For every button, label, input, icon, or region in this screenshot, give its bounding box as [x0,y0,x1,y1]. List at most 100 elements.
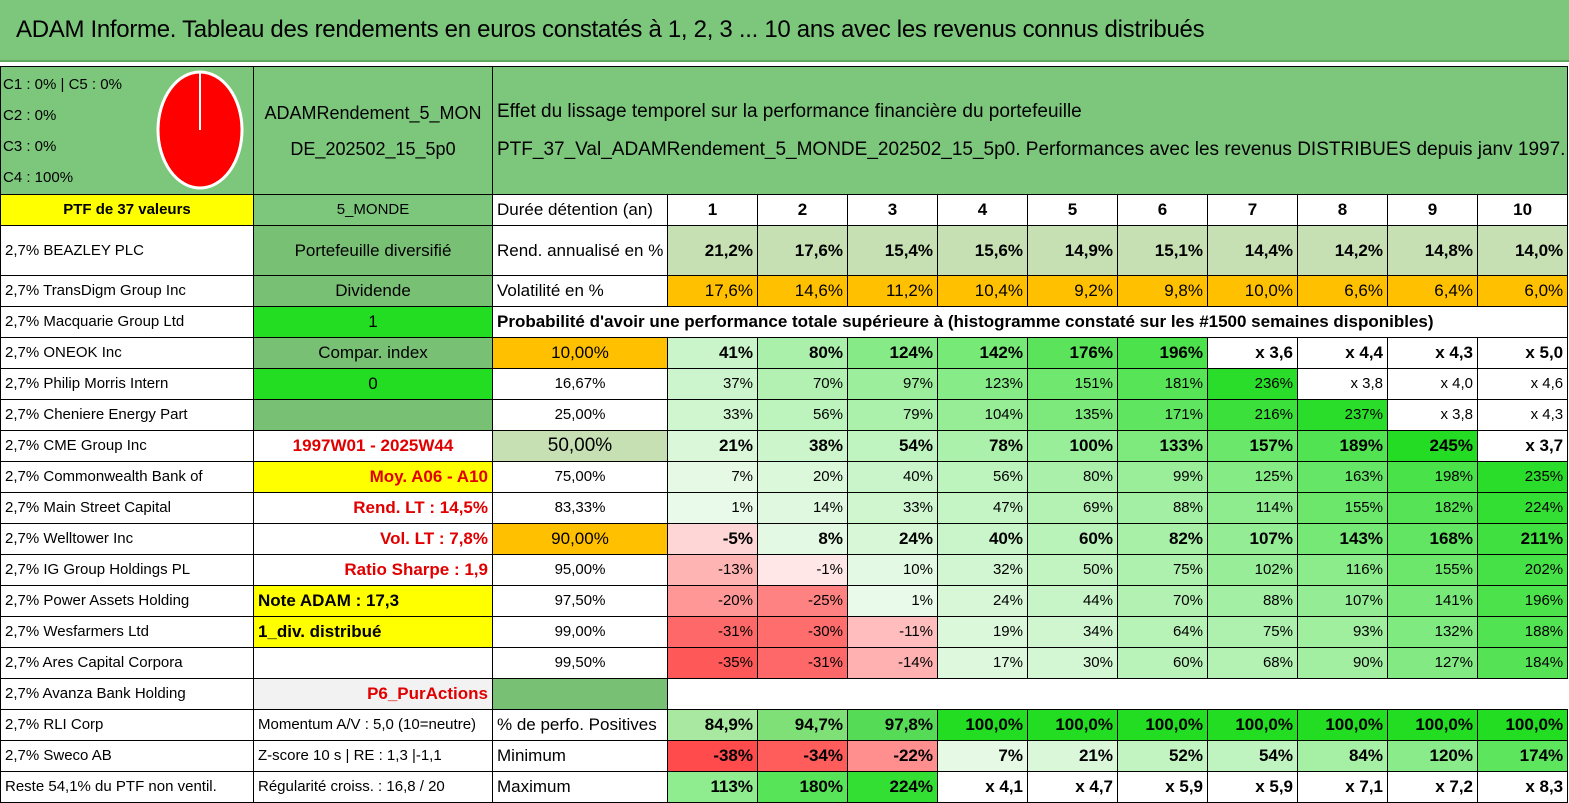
prob-value: 107% [1297,585,1388,617]
rend-label: Rend. annualisé en % [492,225,668,276]
vol-value: 6,0% [1476,275,1569,307]
table-row: 2,7% Cheniere Energy Part 25,00% 33% 56% 79%… [0,399,1569,431]
prob-value: 97% [847,368,938,400]
prob-value: 182% [1387,492,1478,524]
pos-value: 100,0% [1207,709,1298,741]
prob-value: 155% [1297,492,1388,524]
prob-value: 114% [1207,492,1298,524]
min-value: 54% [1207,740,1298,772]
holding-name: 2,7% Philip Morris Intern [0,368,254,400]
prob-value: 70% [757,368,848,400]
holding-name: 2,7% Wesfarmers Ltd [0,616,254,648]
prob-value: 78% [937,430,1028,462]
prob-value: 133% [1117,430,1208,462]
holding-name: 2,7% Sweco AB [0,740,254,772]
prob-value: 68% [1207,647,1298,679]
max-label: Maximum [492,771,668,803]
prob-value: 124% [847,337,938,369]
table-row: 2,7% Macquarie Group Ltd 1 Probabilité d'a… [0,306,1569,338]
prob-value: x 3,8 [1387,399,1478,431]
year-header: 4 [937,194,1028,226]
prob-value: 69% [1027,492,1118,524]
info-cell: Z-score 10 s | RE : 1,3 |-1,1 [253,740,493,772]
legend-c4: C4 : 100% [3,169,74,186]
prob-value: x 4,6 [1476,368,1569,400]
prob-value: x 5,0 [1476,337,1569,369]
prob-value: 168% [1387,523,1478,555]
prob-value: x 4,3 [1387,337,1478,369]
prob-value: 107% [1207,523,1298,555]
prob-value: 143% [1297,523,1388,555]
prob-title: Probabilité d'avoir une performance tota… [492,306,1478,338]
pos-value: 100,0% [1387,709,1478,741]
holding-name: 2,7% Ares Capital Corpora [0,647,254,679]
table-row: 2,7% Welltower Inc Vol. LT : 7,8% 90,00% -5… [0,523,1569,555]
duration-label: Durée détention (an) [492,194,668,226]
prob-value: x 3,7 [1476,430,1569,462]
holding-name: 2,7% Welltower Inc [0,523,254,555]
vol-value: 17,6% [667,275,758,307]
max-value: x 7,1 [1297,771,1388,803]
prob-value: 235% [1476,461,1569,493]
allocation-cell: C1 : 0% | C5 : 0% C2 : 0% C3 : 0% C4 : 1… [0,66,254,195]
holding-name: Reste 54,1% du PTF non ventil. [0,771,254,803]
vol-label: Volatilité en % [492,275,668,307]
pos-value: 84,9% [667,709,758,741]
max-value: 180% [757,771,848,803]
info-cell: Compar. index [253,337,493,369]
prob-value: x 4,3 [1476,399,1569,431]
prob-value: 125% [1207,461,1298,493]
table-row: 2,7% RLI Corp Momentum A/V : 5,0 (10=neut… [0,709,1569,741]
holding-name: 2,7% BEAZLEY PLC [0,225,254,276]
info-cell: Vol. LT : 7,8% [253,523,493,555]
table-row: 2,7% TransDigm Group Inc Dividende Volatil… [0,275,1569,307]
info-cell: Momentum A/V : 5,0 (10=neutre) [253,709,493,741]
prob-value: 37% [667,368,758,400]
info-cell [253,647,493,679]
allocation-pie-chart [156,70,244,190]
ptf-label: PTF de 37 valeurs [0,194,254,226]
max-value: x 4,1 [937,771,1028,803]
holding-name: 2,7% Cheniere Energy Part [0,399,254,431]
info-cell: Rend. LT : 14,5% [253,492,493,524]
prob-value: 236% [1207,368,1298,400]
min-value: 21% [1027,740,1118,772]
max-value: x 7,2 [1387,771,1478,803]
prob-value: -31% [757,647,848,679]
probability-threshold: 83,33% [492,492,668,524]
description-cell: Effet du lissage temporel sur la perform… [491,66,1569,195]
prob-value: 132% [1387,616,1478,648]
holding-name: 2,7% Main Street Capital [0,492,254,524]
returns-table: C1 : 0% | C5 : 0% C2 : 0% C3 : 0% C4 : 1… [0,66,1569,803]
prob-value: 40% [847,461,938,493]
prob-value: 14% [757,492,848,524]
rend-value: 14,9% [1027,225,1118,276]
prob-value: 135% [1027,399,1118,431]
info-cell [253,399,493,431]
prob-value: 189% [1297,430,1388,462]
prob-value: 20% [757,461,848,493]
rend-value: 15,6% [937,225,1028,276]
vol-value: 9,2% [1027,275,1118,307]
prob-value: 50% [1027,554,1118,586]
rend-value: 14,2% [1297,225,1388,276]
prob-value: 38% [757,430,848,462]
prob-value: 40% [937,523,1028,555]
year-header: 10 [1476,194,1569,226]
prob-value: 245% [1387,430,1478,462]
pos-value: 94,7% [757,709,848,741]
prob-value: 181% [1117,368,1208,400]
zone-label: 5_MONDE [253,194,493,226]
table-row: 2,7% Main Street Capital Rend. LT : 14,5%… [0,492,1569,524]
table-row: 2,7% Wesfarmers Ltd 1_div. distribué 99,00… [0,616,1569,648]
prob-value: 184% [1476,647,1569,679]
empty-cell [668,679,1568,710]
holding-name: 2,7% ONEOK Inc [0,337,254,369]
rend-value: 14,0% [1476,225,1569,276]
probability-threshold: 90,00% [492,523,668,555]
year-header: 9 [1387,194,1478,226]
prob-value: 70% [1117,585,1208,617]
vol-value: 6,4% [1387,275,1478,307]
probability-threshold: 99,00% [492,616,668,648]
prob-value: -35% [667,647,758,679]
